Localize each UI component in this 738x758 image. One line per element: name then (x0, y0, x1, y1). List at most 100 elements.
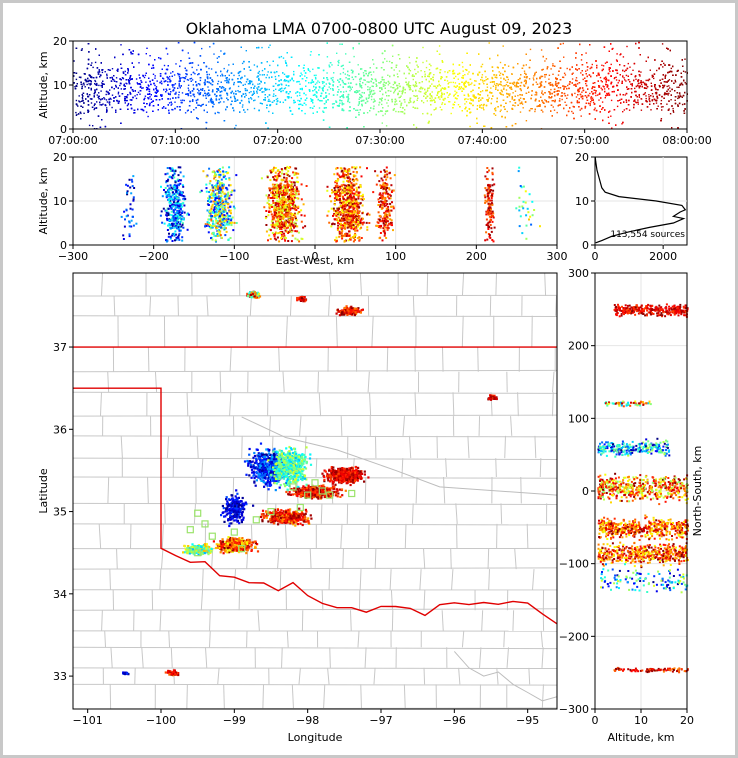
time-height-point (481, 74, 484, 76)
time-height-point (388, 60, 391, 63)
time-height-point (622, 111, 624, 113)
time-height-point (337, 64, 339, 66)
time-height-point (323, 81, 325, 83)
time-height-point (660, 99, 663, 102)
time-height-point (352, 78, 355, 81)
time-height-point (638, 85, 640, 87)
time-height-point (441, 92, 443, 94)
time-height-point (482, 105, 485, 107)
time-height-point (139, 93, 141, 95)
time-height-point (600, 87, 602, 89)
time-height-point (572, 72, 574, 74)
time-height-point (326, 56, 329, 58)
time-height-point (339, 73, 342, 75)
time-height-point (217, 80, 220, 83)
time-height-point (474, 96, 476, 98)
time-height-point (634, 101, 637, 103)
time-height-data-points (73, 41, 688, 130)
time-height-point (625, 101, 628, 103)
time-height-point (416, 64, 418, 66)
time-height-point (105, 99, 108, 101)
time-height-point (602, 119, 604, 122)
time-height-point (137, 91, 140, 94)
time-height-point (347, 95, 349, 98)
time-height-point (541, 75, 544, 78)
time-height-point (645, 87, 648, 90)
time-height-point (450, 112, 452, 115)
time-height-point (283, 73, 286, 75)
time-height-point (88, 124, 91, 127)
time-height-point (109, 89, 111, 91)
time-height-point (496, 83, 498, 85)
time-height-point (386, 60, 388, 62)
time-height-point (191, 66, 193, 69)
time-height-point (312, 68, 314, 70)
time-height-point (253, 99, 255, 102)
time-height-point (532, 77, 535, 79)
time-height-point (413, 124, 415, 126)
time-height-point (87, 100, 89, 102)
time-height-point (148, 88, 151, 90)
time-height-point (638, 96, 641, 98)
time-height-point (286, 79, 288, 82)
time-height-point (572, 105, 574, 108)
time-height-point (602, 65, 605, 67)
time-height-point (347, 78, 349, 80)
time-height-point (337, 60, 339, 63)
time-height-point (643, 82, 646, 85)
time-height-point (212, 89, 214, 91)
time-height-point (426, 89, 429, 91)
time-height-point (87, 63, 90, 65)
time-height-point (684, 71, 687, 73)
time-height-point (640, 80, 642, 82)
time-height-point (295, 92, 297, 94)
time-height-point (579, 88, 581, 90)
time-height-point (268, 46, 270, 49)
time-height-point (545, 101, 548, 103)
time-height-point (494, 107, 497, 109)
time-height-point (293, 102, 295, 104)
time-height-point (503, 88, 505, 90)
time-height-point (317, 67, 319, 69)
time-height-point (381, 103, 383, 106)
time-height-point (539, 76, 541, 79)
time-height-point (545, 73, 547, 76)
time-height-point (199, 79, 202, 82)
time-height-point (257, 96, 260, 98)
time-height-point (362, 72, 365, 74)
time-height-point (387, 74, 389, 76)
time-height-point (566, 97, 568, 99)
time-height-point (472, 99, 474, 101)
time-height-point (595, 94, 597, 97)
time-height-point (511, 97, 514, 99)
time-height-point (101, 71, 104, 74)
time-height-point (118, 100, 120, 103)
time-height-point (530, 97, 532, 100)
time-height-point (139, 77, 141, 79)
time-height-point (265, 76, 267, 79)
time-height-point (425, 66, 428, 69)
time-height-point (297, 99, 299, 102)
time-height-point (519, 94, 521, 96)
time-height-point (523, 70, 526, 72)
time-height-point (142, 87, 144, 89)
time-height-point (160, 80, 163, 82)
time-height-point (312, 99, 314, 101)
time-height-point (242, 84, 244, 86)
time-height-point (662, 84, 664, 87)
time-height-point (365, 98, 368, 100)
time-height-point (594, 107, 596, 109)
time-height-point (163, 106, 165, 108)
time-height-point (581, 91, 583, 93)
time-height-point (454, 82, 457, 84)
time-height-point (178, 91, 180, 93)
time-height-point (604, 62, 607, 64)
time-height-point (640, 83, 643, 86)
time-height-point (368, 96, 370, 98)
time-height-point (519, 97, 522, 99)
time-height-point (661, 43, 664, 45)
time-height-point (439, 106, 441, 108)
time-height-point (433, 85, 435, 87)
time-height-point (415, 126, 418, 129)
time-height-point (75, 114, 78, 116)
